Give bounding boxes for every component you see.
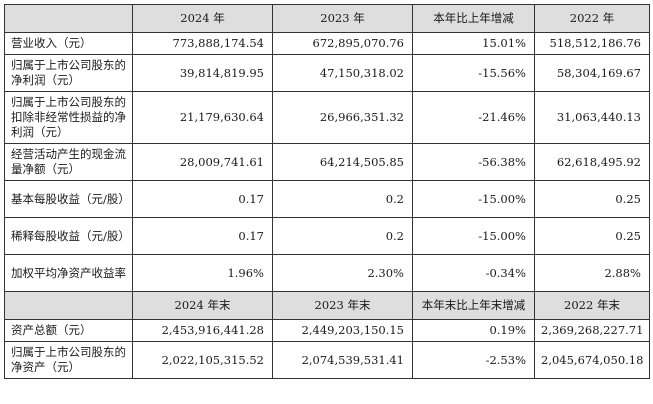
table-row: 加权平均净资产收益率 1.96% 2.30% -0.34% 2.88% (4, 254, 650, 292)
value-cell: 2,369,268,227.71 (534, 319, 650, 342)
value-cell: 0.25 (534, 217, 650, 255)
change-cell: -15.56% (412, 54, 535, 92)
value-cell: 0.17 (132, 217, 273, 255)
table-row: 经营活动产生的现金流量净额（元） 28,009,741.61 64,214,50… (4, 143, 650, 181)
header-cell: 2023 年末 (272, 291, 413, 320)
header-cell: 本年比上年增减 (412, 4, 535, 33)
change-cell: -15.00% (412, 180, 535, 218)
value-cell: 0.2 (272, 217, 413, 255)
value-cell: 518,512,186.76 (534, 32, 650, 55)
change-cell: 0.19% (412, 319, 535, 342)
table-row: 归属于上市公司股东的扣除非经常性损益的净利润（元） 21,179,630.64 … (4, 91, 650, 144)
table-row: 营业收入（元） 773,888,174.54 672,895,070.76 15… (4, 32, 650, 55)
value-cell: 28,009,741.61 (132, 143, 273, 181)
change-cell: -2.53% (412, 341, 535, 379)
value-cell: 0.25 (534, 180, 650, 218)
table-row: 归属于上市公司股东的净利润（元） 39,814,819.95 47,150,31… (4, 54, 650, 92)
value-cell: 2,453,916,441.28 (132, 319, 273, 342)
row-label: 归属于上市公司股东的净资产（元） (4, 341, 133, 379)
table-row: 基本每股收益（元/股） 0.17 0.2 -15.00% 0.25 (4, 180, 650, 218)
value-cell: 2.88% (534, 254, 650, 292)
value-cell: 58,304,169.67 (534, 54, 650, 92)
value-cell: 39,814,819.95 (132, 54, 273, 92)
value-cell: 773,888,174.54 (132, 32, 273, 55)
change-cell: -0.34% (412, 254, 535, 292)
value-cell: 26,966,351.32 (272, 91, 413, 144)
row-label: 基本每股收益（元/股） (4, 180, 133, 218)
row-label: 归属于上市公司股东的净利润（元） (4, 54, 133, 92)
value-cell: 64,214,505.85 (272, 143, 413, 181)
value-cell: 21,179,630.64 (132, 91, 273, 144)
change-cell: 15.01% (412, 32, 535, 55)
row-label: 资产总额（元） (4, 319, 133, 342)
table-row: 归属于上市公司股东的净资产（元） 2,022,105,315.52 2,074,… (4, 341, 650, 379)
value-cell: 672,895,070.76 (272, 32, 413, 55)
value-cell: 62,618,495.92 (534, 143, 650, 181)
value-cell: 0.2 (272, 180, 413, 218)
value-cell: 31,063,440.13 (534, 91, 650, 144)
header-cell: 本年末比上年末增减 (412, 291, 535, 320)
table-row: 稀释每股收益（元/股） 0.17 0.2 -15.00% 0.25 (4, 217, 650, 255)
row-label: 营业收入（元） (4, 32, 133, 55)
row-label: 归属于上市公司股东的扣除非经常性损益的净利润（元） (4, 91, 133, 144)
row-label: 加权平均净资产收益率 (4, 254, 133, 292)
value-cell: 0.17 (132, 180, 273, 218)
value-cell: 2,045,674,050.18 (534, 341, 650, 379)
change-cell: -56.38% (412, 143, 535, 181)
value-cell: 2,449,203,150.15 (272, 319, 413, 342)
change-cell: -21.46% (412, 91, 535, 144)
header-cell: 2022 年 (534, 4, 650, 33)
value-cell: 1.96% (132, 254, 273, 292)
value-cell: 2,074,539,531.41 (272, 341, 413, 379)
table-header-row: 2024 年 2023 年 本年比上年增减 2022 年 (4, 4, 650, 33)
header-corner-cell (4, 291, 133, 320)
change-cell: -15.00% (412, 217, 535, 255)
header-cell: 2023 年 (272, 4, 413, 33)
row-label: 经营活动产生的现金流量净额（元） (4, 143, 133, 181)
table-header-row: 2024 年末 2023 年末 本年末比上年末增减 2022 年末 (4, 291, 650, 320)
header-cell: 2024 年末 (132, 291, 273, 320)
value-cell: 2,022,105,315.52 (132, 341, 273, 379)
financial-data-table: 2024 年 2023 年 本年比上年增减 2022 年 营业收入（元） 773… (4, 4, 650, 379)
value-cell: 47,150,318.02 (272, 54, 413, 92)
header-cell: 2022 年末 (534, 291, 650, 320)
table-row: 资产总额（元） 2,453,916,441.28 2,449,203,150.1… (4, 319, 650, 342)
value-cell: 2.30% (272, 254, 413, 292)
header-cell: 2024 年 (132, 4, 273, 33)
header-corner-cell (4, 4, 133, 33)
row-label: 稀释每股收益（元/股） (4, 217, 133, 255)
